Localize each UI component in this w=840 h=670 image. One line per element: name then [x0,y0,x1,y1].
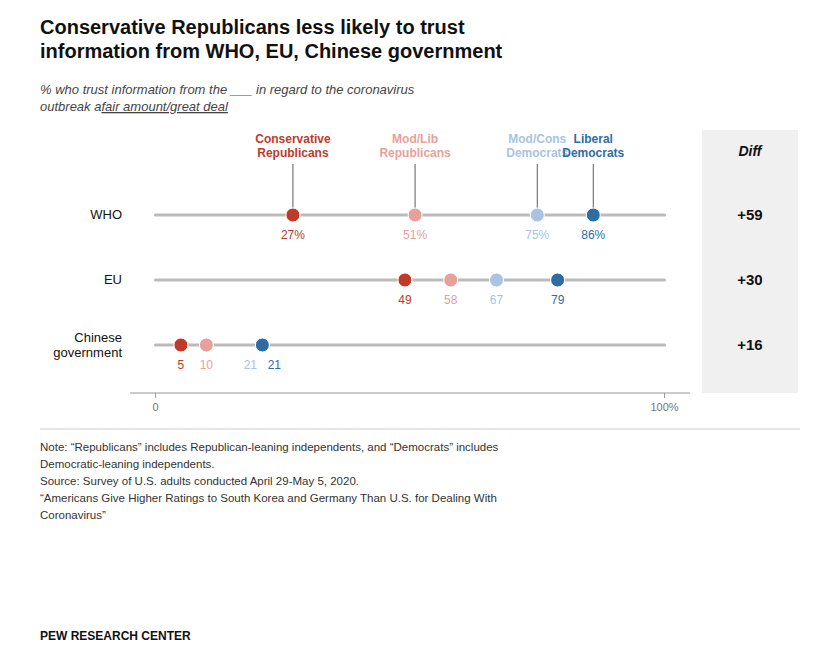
tick [664,393,665,398]
text-line: WHO [90,207,122,222]
data-label: 67 [490,293,504,307]
dot [255,338,269,352]
text-line: information from WHO, EU, Chinese govern… [40,40,503,62]
data-label: 27% [281,228,305,242]
separator [40,429,800,430]
text-line: Republicans [257,146,329,160]
diff-value: +30 [737,271,762,288]
text-line: Mod/Lib [392,132,438,146]
dot [286,208,300,222]
dot [408,208,422,222]
data-label: 58 [444,293,458,307]
data-labels: 27% 51% 75% 86% 49 58 67 79 5 10 21 21 [178,228,606,372]
row-line [155,344,664,347]
subtitle-emphasis: fair amount/great deal [101,99,229,114]
axis-line [130,393,690,394]
plot-area [155,164,664,352]
text-line: Liberal [574,132,613,146]
legend-entry: LiberalDemocrats [562,132,624,160]
dot [586,208,600,222]
data-label: 5 [178,358,185,372]
category-label: Chinesegovernment [53,330,122,360]
diff-header: Diff [738,143,762,159]
dot [530,208,544,222]
legend-entry: ConservativeRepublicans [255,132,331,160]
text-line: Republicans [379,146,451,160]
note: Note: “Republicans” includes Republican-… [40,441,499,521]
background [0,0,840,670]
x-axis: 0 100% [130,393,690,413]
subtitle: % who trust information from the ___ in … [40,82,415,114]
tick-label: 100% [650,401,678,413]
category-label: EU [104,272,122,287]
text-line: % who trust information from the ___ in … [40,82,415,97]
category-label: WHO [90,207,122,222]
tick-label: 0 [152,401,158,413]
text-line: Democratic-leaning independents. [40,458,215,470]
data-label: 79 [551,293,565,307]
text-line: Mod/Cons [508,132,566,146]
header-connector [537,164,538,215]
text-line: Democrats [506,146,568,160]
legend-entry: Mod/ConsDemocrats [506,132,568,160]
dot [444,273,458,287]
text-line: Chinese [74,330,122,345]
data-label: 51% [403,228,427,242]
footer: PEW RESEARCH CENTER [40,629,191,643]
text-line: Source: Survey of U.S. adults conducted … [40,475,359,487]
text-line: Note: “Republicans” includes Republican-… [40,441,499,453]
text-line: Conservative Republicans less likely to … [40,16,465,38]
dot [490,273,504,287]
tick [155,393,156,398]
data-label: 10 [200,358,214,372]
data-label: 75% [525,228,549,242]
text-line: EU [104,272,122,287]
title: Conservative Republicans less likely to … [40,16,503,62]
text-line: “Americans Give Higher Ratings to South … [40,492,497,504]
text-line: Coronavirus” [40,509,106,521]
header-connector [292,164,293,215]
dot [174,338,188,352]
data-label: 21 [244,358,258,372]
data-label: 49 [398,293,412,307]
dot [255,338,269,352]
header-connector [415,164,416,215]
text-line: outbreak a [40,99,101,114]
diff-value: +59 [737,206,762,223]
diff-value: +16 [737,336,762,353]
chart: Conservative Republicans less likely to … [0,0,840,670]
text-line: Democrats [562,146,624,160]
dot [199,338,213,352]
legend-entry: Mod/LibRepublicans [379,132,451,160]
data-label: 21 [268,358,282,372]
header-connector [593,164,594,215]
data-label: 86% [581,228,605,242]
diff-panel [702,130,798,393]
dot [398,273,412,287]
dot [551,273,565,287]
text-line: government [53,345,122,360]
text-line: Conservative [255,132,331,146]
